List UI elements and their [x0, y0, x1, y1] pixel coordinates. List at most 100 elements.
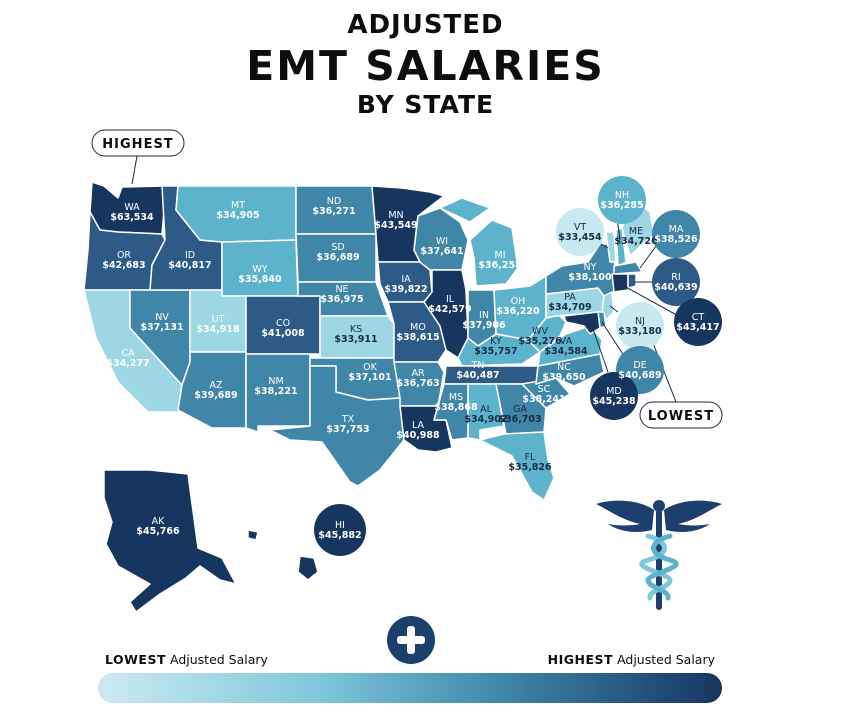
label-id-abbr: ID	[185, 250, 195, 261]
label-ks-abbr: KS	[350, 324, 362, 335]
salary-gradient-bar	[98, 673, 722, 703]
state-shape-hi	[297, 555, 319, 581]
callout-circles	[314, 176, 722, 556]
label-co-abbr: CO	[276, 318, 290, 329]
label-wi-abbr: WI	[436, 236, 448, 247]
label-mi-abbr: MI	[495, 250, 506, 261]
label-nv-abbr: NV	[155, 312, 169, 323]
label-ks-value: $33,911	[334, 334, 377, 345]
legend-lowest-bold: LOWEST	[105, 652, 167, 667]
label-ak-value: $45,766	[136, 526, 180, 537]
label-al-value: $34,902	[464, 414, 507, 425]
label-nd-value: $36,271	[312, 206, 355, 217]
label-ga-value: $36,703	[498, 414, 541, 425]
state-shape-ct	[611, 273, 629, 293]
label-hi-abbr: HI	[335, 520, 345, 531]
label-ky-abbr: KY	[490, 336, 502, 347]
label-nc-abbr: NC	[557, 362, 571, 373]
label-mn-value: $43,549	[374, 220, 417, 231]
label-nc-value: $39,650	[542, 372, 586, 383]
label-vt-abbr: VT	[574, 222, 586, 233]
label-fl-value: $35,826	[508, 462, 552, 473]
label-ok-value: $37,101	[348, 372, 391, 383]
label-nv-value: $37,131	[140, 322, 183, 333]
label-ar-abbr: AR	[411, 368, 424, 379]
label-tn-value: $40,487	[456, 370, 499, 381]
title-line-1: ADJUSTED	[347, 10, 504, 40]
label-wy-abbr: WY	[252, 264, 267, 275]
state-shape-il	[423, 269, 469, 359]
state-shape-hi-islands	[247, 529, 259, 541]
state-shape-ri	[627, 273, 637, 289]
legend-highest-rest: Adjusted Salary	[613, 652, 715, 667]
label-ny-abbr: NY	[584, 262, 597, 273]
label-ok-abbr: OK	[363, 362, 377, 373]
label-mn-abbr: MN	[388, 210, 403, 221]
state-shape-fl	[479, 431, 555, 501]
label-co-value: $41,008	[261, 328, 305, 339]
label-oh-value: $36,220	[496, 306, 540, 317]
label-la-value: $40,988	[396, 430, 440, 441]
label-ut-value: $34,918	[196, 324, 240, 335]
label-ca-value: $34,277	[106, 358, 149, 369]
state-shape-md	[563, 311, 601, 335]
state-shape-mi	[469, 219, 519, 287]
ma-bubble	[652, 210, 700, 258]
label-ma-value: $38,526	[654, 234, 698, 245]
label-mo-abbr: MO	[410, 322, 426, 333]
label-md-abbr: MD	[606, 386, 622, 397]
legend-lowest-rest: Adjusted Salary	[166, 652, 268, 667]
label-de-value: $40,689	[618, 370, 661, 381]
state-shape-mi-up	[439, 197, 491, 223]
label-fl-abbr: FL	[525, 452, 536, 463]
state-shape-vt	[605, 231, 617, 263]
legend-highest-bold: HIGHEST	[547, 652, 614, 667]
label-ky-value: $35,757	[474, 346, 517, 357]
title-line-2: EMT SALARIES	[246, 42, 605, 90]
label-nm-abbr: NM	[268, 376, 283, 387]
legend-lowest-label: LOWEST Adjusted Salary	[105, 652, 268, 667]
label-nh-abbr: NH	[615, 190, 629, 201]
label-ms-value: $38,868	[434, 402, 478, 413]
label-ne-abbr: NE	[335, 284, 348, 295]
caduceus-icon	[596, 500, 722, 610]
label-ar-value: $36,763	[396, 378, 439, 389]
state-labels: WA $63,534 OR $42,683 CA $34,277 NV $37,…	[102, 190, 719, 541]
label-il-abbr: IL	[446, 294, 455, 305]
svg-text:HIGHEST: HIGHEST	[102, 137, 173, 152]
label-ne-value: $36,975	[320, 294, 363, 305]
label-ri-value: $40,639	[654, 282, 697, 293]
label-sd-value: $36,689	[316, 252, 359, 263]
label-pa-abbr: PA	[564, 292, 576, 303]
label-id-value: $40,817	[168, 260, 211, 271]
state-shape-va	[537, 325, 603, 367]
label-mt-abbr: MT	[231, 200, 245, 211]
state-shapes	[83, 181, 655, 613]
state-shape-nj	[601, 291, 615, 321]
label-wv-value: $35,276	[518, 336, 562, 347]
label-nj-value: $33,180	[618, 326, 662, 337]
vt-bubble	[556, 208, 604, 256]
label-wy-value: $35,840	[238, 274, 282, 285]
state-shape-nm	[245, 353, 311, 433]
label-me-value: $34,726	[614, 236, 658, 247]
label-ny-value: $38,100	[568, 272, 612, 283]
label-ca-abbr: CA	[121, 348, 135, 359]
title-line-3: BY STATE	[356, 90, 495, 119]
label-mo-value: $38,615	[396, 332, 439, 343]
label-ri-abbr: RI	[671, 272, 680, 283]
ct-bubble	[674, 298, 722, 346]
label-ma-abbr: MA	[669, 224, 684, 235]
label-mt-value: $34,905	[216, 210, 259, 221]
label-va-abbr: VA	[560, 336, 573, 347]
label-ms-abbr: MS	[449, 392, 463, 403]
label-va-value: $34,584	[544, 346, 588, 357]
label-sc-value: $38,241	[522, 394, 565, 405]
label-in-abbr: IN	[479, 310, 489, 321]
label-md-value: $45,238	[592, 396, 636, 407]
state-shape-ma	[613, 261, 643, 275]
ct-connector	[623, 285, 683, 319]
nj-connector	[609, 305, 619, 313]
hi-bubble	[314, 504, 366, 556]
